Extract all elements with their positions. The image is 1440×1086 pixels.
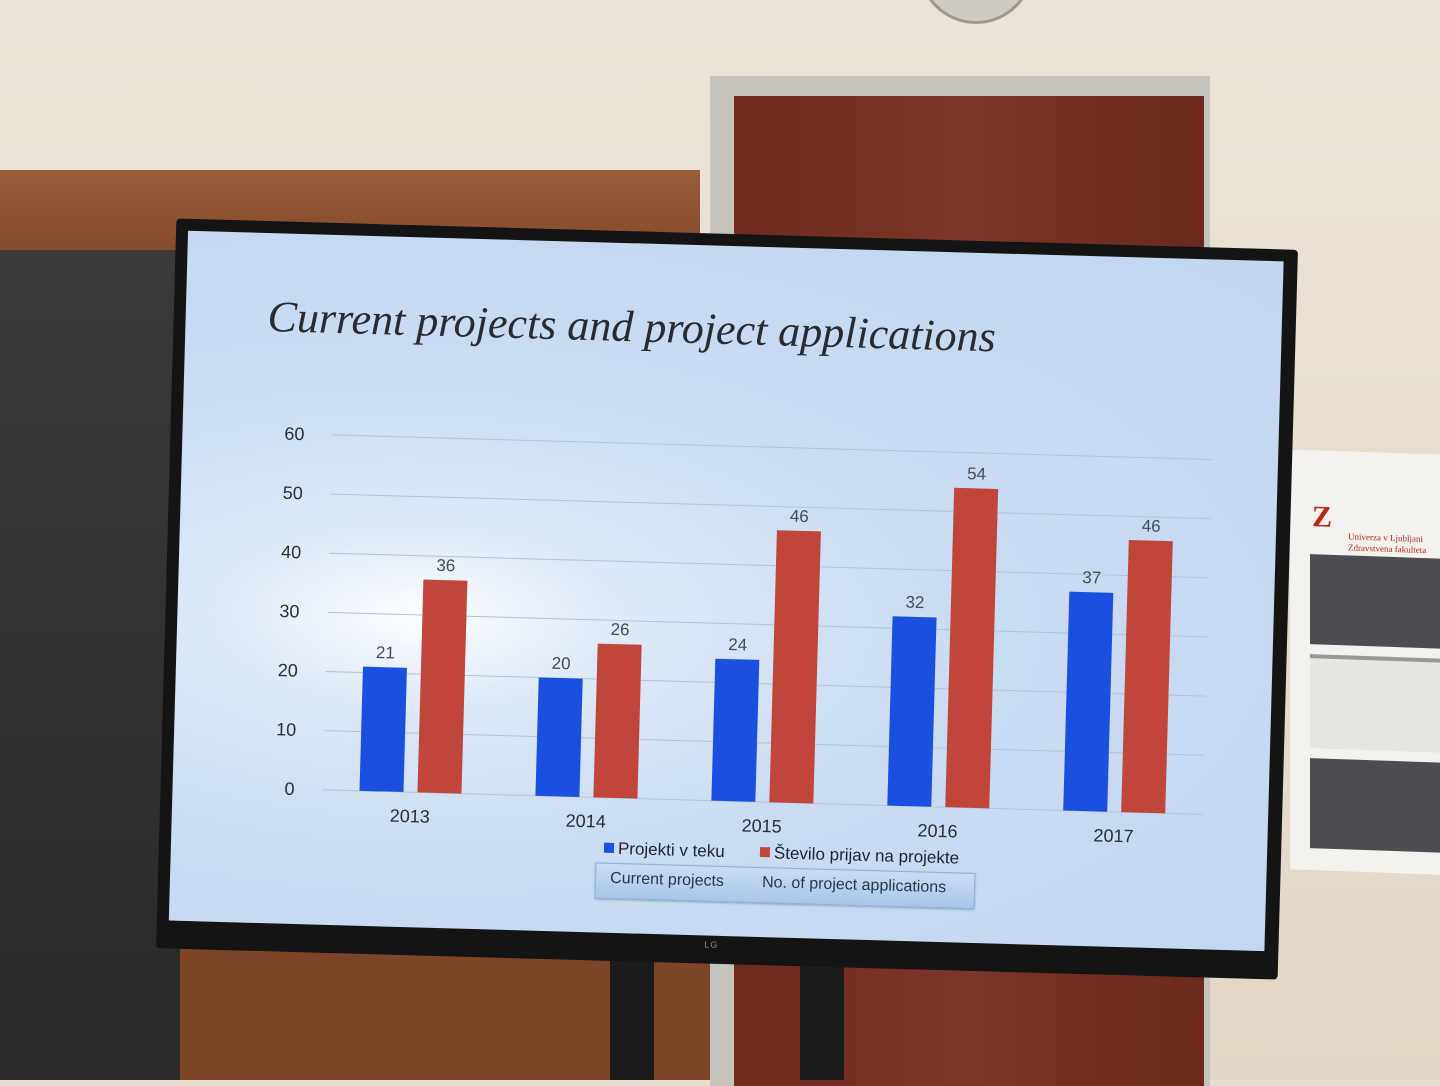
legend-item-series2: Število prijav na projekte — [759, 843, 960, 869]
bar-applications-2013 — [417, 579, 468, 794]
y-tick-label: 20 — [278, 660, 299, 681]
bar-current-projects-2014 — [535, 677, 583, 797]
tv-monitor: Current projects and project application… — [156, 218, 1298, 980]
tv-brand-logo: LG — [704, 939, 719, 950]
bar-current-projects-2017 — [1063, 591, 1114, 812]
data-label: 37 — [1082, 568, 1101, 588]
x-tick-label: 2013 — [390, 806, 431, 827]
y-tick-label: 60 — [284, 424, 305, 445]
gridline — [327, 611, 1208, 638]
legend-item-series1: Projekti v teku — [603, 839, 725, 862]
data-label: 32 — [905, 593, 924, 613]
bar-current-projects-2013 — [359, 666, 407, 793]
y-tick-label: 50 — [282, 483, 303, 504]
x-tick-label: 2015 — [741, 816, 782, 837]
university-line2: Zdravstvena fakulteta — [1348, 542, 1427, 556]
gridline — [329, 552, 1209, 579]
data-label: 36 — [436, 556, 455, 576]
data-label: 24 — [728, 635, 747, 655]
tv-stand-left — [610, 960, 654, 1080]
x-tick-label: 2017 — [1093, 825, 1134, 846]
data-label: 21 — [376, 643, 395, 663]
data-label: 26 — [610, 620, 629, 640]
presentation-slide: Current projects and project application… — [168, 230, 1284, 952]
legend-swatch-blue — [603, 842, 615, 853]
cabinet-glass-door — [0, 250, 190, 1080]
y-tick-label: 0 — [284, 779, 295, 799]
bar-applications-2016 — [945, 487, 999, 809]
data-label: 46 — [1141, 516, 1160, 536]
calendar-header: Z Univerza v Ljubljani Zdravstvena fakul… — [1302, 480, 1432, 555]
data-label: 46 — [790, 507, 809, 527]
gridline — [325, 670, 1206, 697]
data-label: 54 — [967, 464, 986, 484]
bar-applications-2017 — [1121, 540, 1173, 814]
bar-current-projects-2016 — [887, 616, 937, 807]
data-label: 20 — [551, 654, 570, 674]
y-tick-label: 10 — [276, 719, 297, 740]
legend-swatch-red — [759, 847, 771, 858]
university-logo: Z — [1312, 500, 1333, 534]
gridline — [332, 434, 1213, 460]
university-name: Univerza v Ljubljani Zdravstvena fakulte… — [1348, 531, 1426, 556]
gridline — [322, 789, 1203, 815]
bar-current-projects-2015 — [711, 658, 760, 802]
x-tick-label: 2014 — [565, 811, 606, 832]
calendar-month-may — [1310, 554, 1440, 649]
y-tick-label: 40 — [281, 542, 302, 563]
legend-label-series1: Projekti v teku — [617, 839, 725, 862]
gridline — [330, 493, 1211, 520]
legend-sub-series1: Current projects — [609, 869, 725, 891]
x-tick-label: 2016 — [917, 820, 958, 841]
gridline — [324, 730, 1204, 756]
y-tick-label: 30 — [279, 601, 300, 622]
wall-calendar: Z Univerza v Ljubljani Zdravstvena fakul… — [1290, 449, 1440, 875]
bar-applications-2015 — [769, 530, 821, 804]
bar-applications-2014 — [593, 643, 642, 799]
legend-label-series2: Število prijav na projekte — [773, 843, 960, 868]
calendar-month-july — [1310, 758, 1440, 853]
calendar-month-june — [1310, 654, 1440, 753]
bar-chart: 0 10 20 30 40 50 60 21 36 2013 20 26 2014 24 46 2015 32 5… — [276, 424, 1213, 846]
tv-stand-right — [800, 960, 844, 1080]
